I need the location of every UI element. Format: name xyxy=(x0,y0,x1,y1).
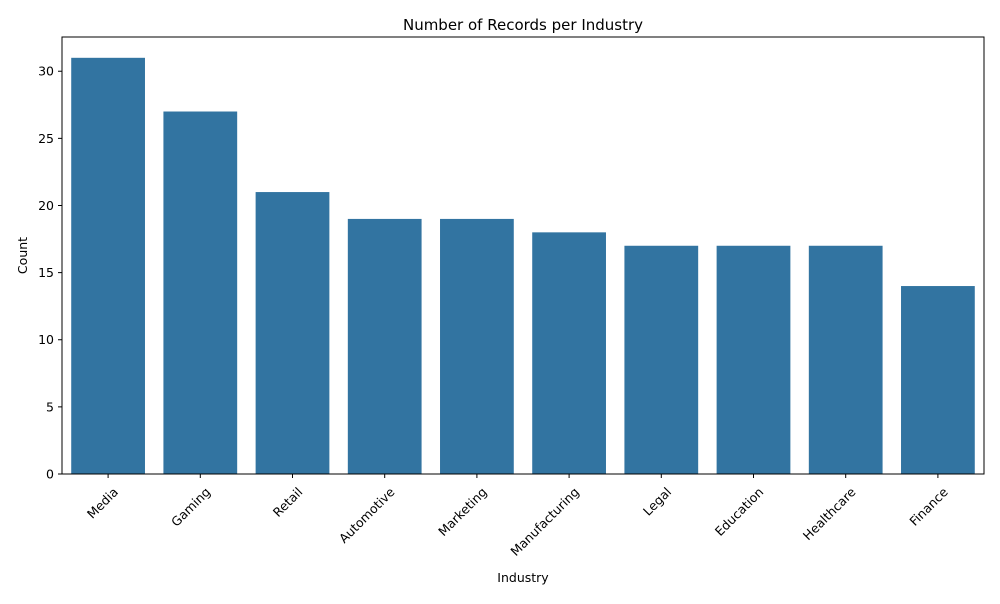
y-tick-label: 10 xyxy=(38,332,54,347)
x-tick-label: Gaming xyxy=(168,484,213,529)
bar-manufacturing xyxy=(532,232,606,474)
y-tick-label: 5 xyxy=(46,399,54,414)
bar-media xyxy=(71,57,145,475)
x-tick-label: Automotive xyxy=(336,484,398,546)
bar-healthcare xyxy=(808,245,883,474)
bar-education xyxy=(716,245,791,474)
x-tick-label: Legal xyxy=(640,484,674,518)
x-tick-label: Manufacturing xyxy=(507,484,582,559)
bars-group xyxy=(71,57,975,475)
y-tick-label: 0 xyxy=(46,467,54,482)
bar-finance xyxy=(901,286,975,474)
y-tick-label: 30 xyxy=(38,64,54,79)
x-tick-label: Marketing xyxy=(435,484,490,539)
x-tick-label: Retail xyxy=(270,484,306,520)
bar-gaming xyxy=(163,111,238,474)
bar-marketing xyxy=(440,218,514,474)
x-tick-label: Healthcare xyxy=(800,484,859,543)
y-axis: 0 5 10 15 20 25 30 xyxy=(38,64,62,482)
x-tick-label: Media xyxy=(84,484,121,521)
plot-frame xyxy=(61,36,985,475)
bar-retail xyxy=(255,192,330,474)
chart-title: Number of Records per Industry xyxy=(403,16,643,34)
y-tick-label: 20 xyxy=(38,198,54,213)
x-tick-label: Education xyxy=(712,484,767,539)
x-tick-label: Finance xyxy=(906,484,951,529)
y-tick-label: 15 xyxy=(38,265,54,280)
x-axis: Media Gaming Retail Automotive Marketing Manu… xyxy=(84,474,951,559)
y-tick-label: 25 xyxy=(38,131,54,146)
x-axis-label: Industry xyxy=(497,570,549,585)
bar-automotive xyxy=(347,218,422,474)
bar-legal xyxy=(624,245,699,474)
y-axis-label: Count xyxy=(15,237,30,274)
